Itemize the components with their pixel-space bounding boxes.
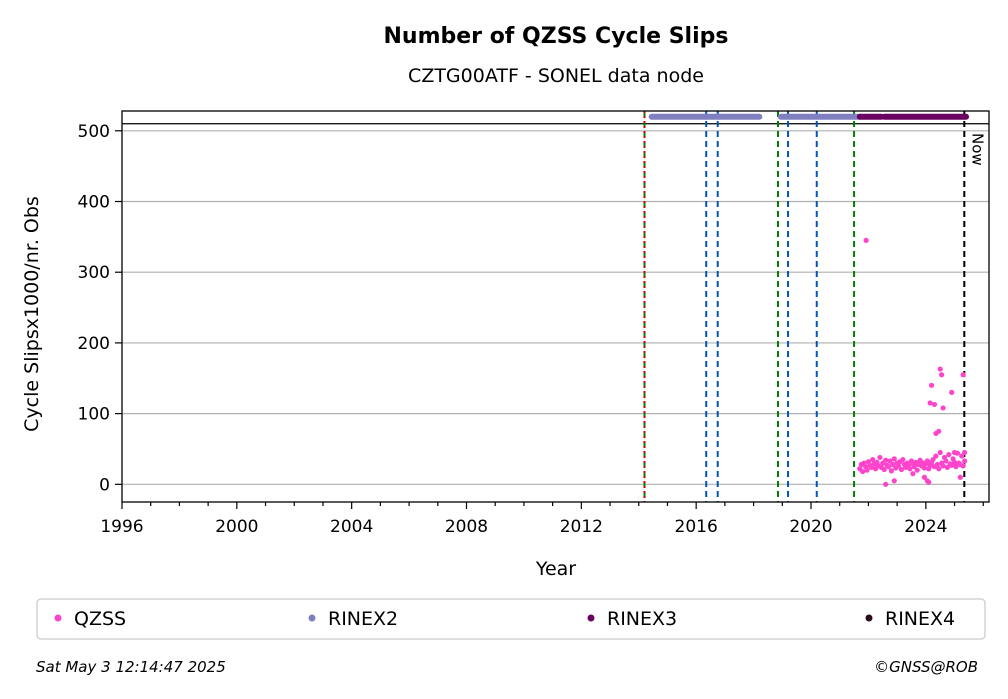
x-tick-label: 2020: [789, 517, 832, 537]
qzss-point: [933, 453, 939, 459]
qzss-point: [883, 457, 889, 463]
qzss-point: [921, 465, 928, 471]
vertical-event-lines: [643, 111, 966, 502]
x-axis-label: Year: [535, 558, 576, 580]
qzss-point: [944, 464, 950, 470]
qzss-point: [936, 466, 942, 472]
qzss-point: [937, 449, 943, 456]
qzss-point: [881, 466, 887, 473]
plot-area-frame: [121, 110, 990, 503]
legend-marker-qzss: [54, 614, 62, 622]
x-axis-ticks: 1996 2000 2004 2008 2012 2016 2020 2024: [100, 502, 984, 537]
qzss-point: [946, 452, 952, 458]
legend-frame: [36, 598, 986, 640]
qzss-point: [890, 461, 896, 468]
x-tick-label: 1996: [100, 517, 143, 537]
qzss-point: [951, 459, 958, 466]
qzss-point: [959, 453, 965, 459]
legend-marker-rinex4: [865, 614, 873, 622]
qzss-point: [927, 400, 933, 406]
qzss-point: [953, 464, 959, 470]
qzss-point: [863, 237, 869, 243]
qzss-point: [931, 401, 938, 408]
qzss-point: [957, 474, 963, 480]
y-axis-label: Cycle Slipsx1000/nr. Obs: [21, 196, 43, 432]
y-tick-label: 200: [78, 334, 110, 354]
y-axis-ticks: 0 100 200 300 400 500: [78, 122, 122, 495]
footer-copyright: ©GNSS@ROB: [874, 658, 978, 676]
x-tick-label: 2012: [560, 517, 603, 537]
qzss-point: [864, 467, 870, 473]
qzss-point: [885, 464, 892, 470]
qzss-point: [940, 463, 946, 469]
legend-marker-rinex3: [587, 614, 595, 622]
qzss-point: [891, 456, 897, 462]
legend-label-rinex3: RINEX3: [607, 608, 677, 630]
qzss-point: [937, 366, 943, 372]
qzss-point: [887, 458, 893, 464]
y-tick-label: 400: [78, 193, 110, 213]
qzss-point: [926, 479, 932, 485]
qzss-point: [960, 372, 966, 378]
qzss-point: [877, 454, 883, 461]
qzss-point: [936, 428, 942, 434]
qzss-point: [870, 456, 876, 463]
footer-timestamp: Sat May 3 12:14:47 2025: [36, 658, 226, 676]
qzss-point: [940, 405, 946, 411]
qzss-point: [911, 464, 917, 470]
legend-label-rinex2: RINEX2: [328, 608, 398, 630]
chart-subtitle: CZTG00ATF - SONEL data node: [408, 65, 704, 87]
qzss-point: [921, 474, 928, 480]
qzss-point: [961, 449, 968, 456]
qzss-point: [900, 456, 906, 463]
qzss-point: [860, 468, 866, 475]
qzss-point: [898, 466, 905, 473]
qzss-point: [960, 463, 966, 469]
qzss-point: [907, 466, 913, 472]
qzss-point: [914, 467, 920, 473]
qzss-point: [951, 449, 958, 456]
legend-label-qzss: QZSS: [74, 608, 126, 630]
qzss-point: [934, 461, 940, 468]
x-tick-label: 2016: [675, 517, 718, 537]
qzss-point: [910, 471, 916, 477]
qzss-point: [928, 382, 935, 388]
qzss-point: [891, 478, 897, 484]
y-tick-label: 0: [99, 475, 110, 495]
y-tick-label: 100: [78, 405, 110, 425]
qzss-point: [895, 463, 902, 469]
chart-title: Number of QZSS Cycle Slips: [384, 24, 729, 49]
qzss-point: [924, 458, 930, 464]
qzss-point: [939, 372, 945, 378]
qzss-point: [961, 458, 968, 464]
grid-lines: [122, 123, 989, 485]
x-tick-label: 2004: [330, 517, 373, 537]
qzss-point: [888, 468, 894, 474]
now-label: Now: [968, 133, 986, 166]
qzss-point: [943, 458, 949, 464]
legend: QZSS RINEX2 RINEX3 RINEX4: [36, 598, 986, 640]
x-tick-label: 2000: [215, 517, 258, 537]
qzss-point: [868, 464, 874, 470]
x-tick-label: 2008: [445, 517, 488, 537]
y-tick-label: 500: [78, 122, 110, 142]
qzss-data-points: [857, 237, 968, 487]
y-tick-label: 300: [78, 263, 110, 283]
qzss-point: [949, 389, 955, 396]
qzss-point: [930, 456, 936, 463]
x-tick-label: 2024: [904, 517, 947, 537]
legend-marker-rinex2: [308, 614, 316, 622]
qzss-point: [883, 481, 889, 487]
legend-label-rinex4: RINEX4: [885, 608, 955, 630]
